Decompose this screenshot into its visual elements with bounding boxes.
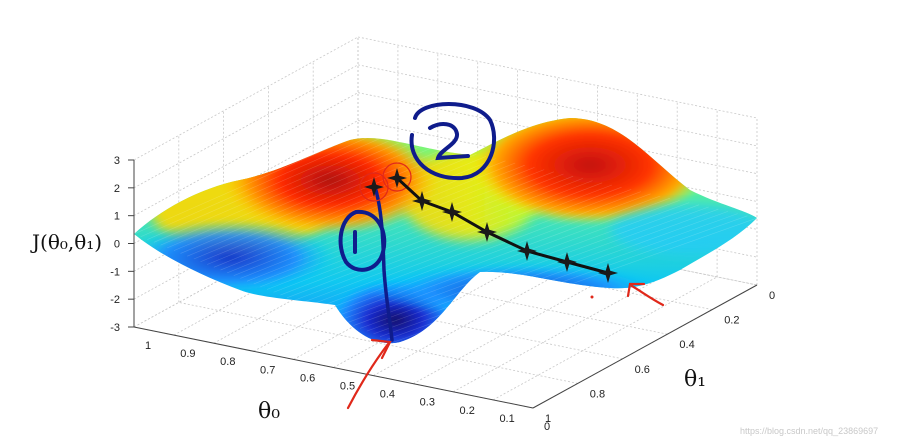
z-tick-label: -1 — [110, 266, 120, 278]
star-marker — [442, 202, 462, 222]
x-axis-ticks: 1 0.9 0.8 0.7 0.6 0.5 0.4 0.3 0.2 0.1 0 — [145, 340, 550, 433]
annotation-1 — [338, 209, 387, 272]
z-tick-label: 1 — [114, 211, 120, 223]
star-marker — [364, 177, 384, 197]
y-tick-label: 0.6 — [635, 364, 650, 376]
x-tick-label: 0.2 — [460, 405, 475, 417]
y-tick-label: 0.8 — [590, 388, 605, 400]
x-tick-label: 0.4 — [380, 389, 395, 401]
x-tick-label: 0.5 — [340, 381, 355, 393]
x-axis-label: θ₀ — [258, 399, 280, 424]
x-tick-label: 1 — [145, 340, 151, 352]
z-axis-label: J(θ₀,θ₁) — [30, 230, 102, 254]
star-marker — [387, 168, 407, 188]
z-tick-label: 2 — [114, 183, 120, 195]
z-axis-ticks: -3 -2 -1 0 1 2 3 — [110, 155, 134, 334]
watermark: https://blog.csdn.net/qq_23869697 — [740, 426, 878, 436]
x-tick-label: 0.6 — [300, 372, 315, 384]
y-axis-label: θ₁ — [684, 367, 706, 392]
y-tick-label: 1 — [545, 413, 551, 425]
annotation-2 — [409, 102, 497, 181]
z-tick-label: -3 — [110, 322, 120, 334]
x-tick-label: 0 — [544, 421, 550, 433]
descent-path-1 — [373, 185, 394, 342]
y-axis-ticks: 0 0.2 0.4 0.6 0.8 1 — [545, 290, 775, 425]
x-tick-label: 0.1 — [499, 413, 514, 425]
x-tick-label: 0.9 — [180, 348, 195, 360]
y-tick-label: 0.4 — [679, 339, 694, 351]
z-tick-label: 3 — [114, 155, 120, 167]
star-marker — [598, 263, 618, 283]
annotation-2-label: 2 — [0, 0, 1, 1]
annotation-1-label: 1 — [0, 0, 1, 1]
star-marker — [517, 241, 537, 261]
y-tick-label: 0.2 — [724, 315, 739, 327]
start-arrows — [346, 162, 665, 410]
star-marker — [477, 222, 497, 242]
x-tick-label: 0.8 — [220, 356, 235, 368]
y-tick-label: 0 — [769, 290, 775, 302]
z-tick-label: -2 — [110, 294, 120, 306]
x-tick-label: 0.7 — [260, 364, 275, 376]
descent-path-2 — [364, 168, 618, 283]
star-marker — [412, 191, 432, 211]
star-marker — [557, 252, 577, 272]
z-tick-label: 0 — [114, 239, 120, 251]
x-tick-label: 0.3 — [420, 397, 435, 409]
